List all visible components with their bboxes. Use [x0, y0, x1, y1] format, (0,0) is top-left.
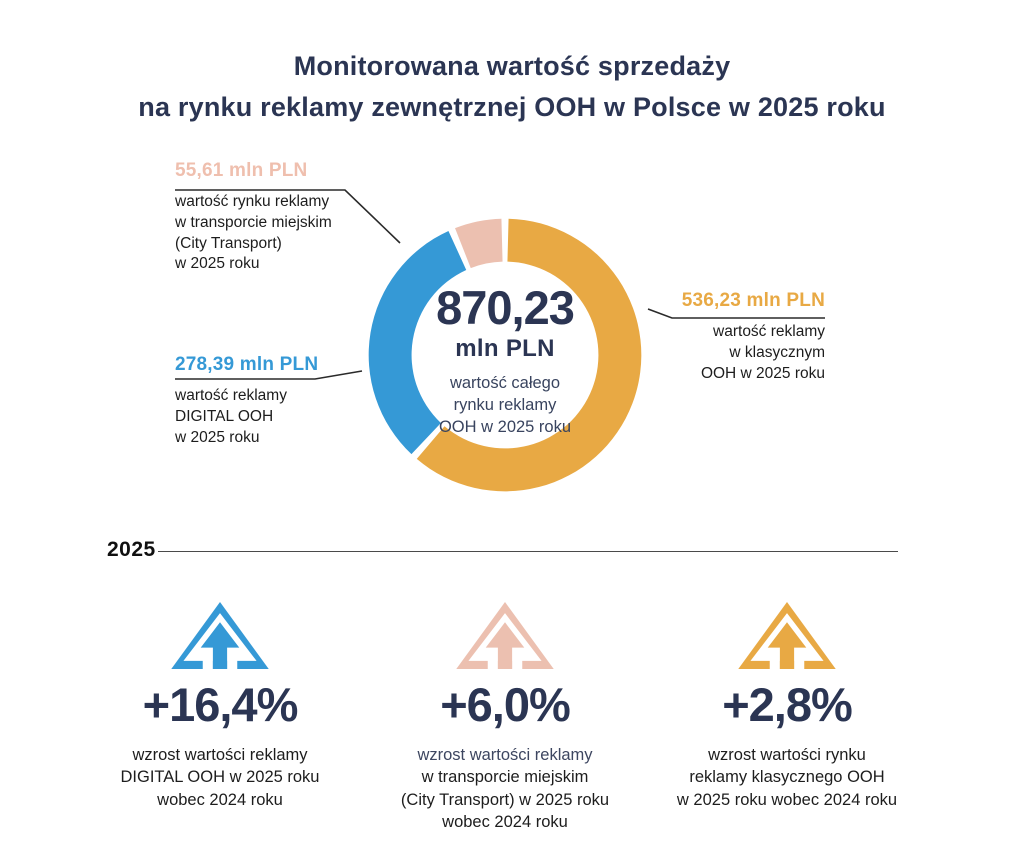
- text-line: wobec 2024 roku: [442, 813, 568, 832]
- text-line: w 2025 roku wobec 2024 roku: [676, 790, 898, 809]
- donut-segment-city-transport: [455, 218, 503, 269]
- classic-ooh-value: 536,23 mln PLN: [681, 290, 825, 311]
- text-line: DIGITAL OOH: [175, 407, 274, 425]
- year-label: 2025: [107, 538, 156, 561]
- growth-up-arrow-icon: [169, 602, 271, 669]
- text-line: rynku reklamy: [453, 395, 557, 414]
- text-line: wartość reklamy: [713, 323, 825, 340]
- total-value: 870,23: [436, 281, 575, 334]
- text-line: wzrost wartości reklamy: [417, 746, 593, 764]
- up-arrow-glyph: [456, 602, 554, 669]
- text-line: wobec 2024 roku: [157, 790, 283, 809]
- growth-value: +2,8%: [722, 678, 853, 731]
- growth-value: +6,0%: [440, 678, 571, 731]
- growth-caption: wzrost wartości reklamy DIGITAL OOH w 202…: [65, 744, 375, 811]
- text-line: (City Transport) w 2025 roku: [400, 790, 610, 809]
- text-line: (City Transport): [175, 234, 282, 252]
- donut-segment-klasyczny-ooh: [416, 218, 642, 492]
- text-line: wartość reklamy: [175, 387, 287, 404]
- page-title-line2: na rynku reklamy zewnętrznej OOH w Polsc…: [138, 91, 886, 122]
- donut-chart: [368, 218, 642, 492]
- classic-ooh-label: wartość reklamy w klasycznym OOH w 2025 ro…: [595, 322, 825, 384]
- digital-ooh-label: wartość reklamy DIGITAL OOH w 2025 roku: [175, 386, 405, 448]
- text-line: wzrost wartości reklamy: [132, 746, 308, 764]
- donut-center-total: 870,23 mln PLN wartość całego rynku rekla…: [393, 284, 617, 439]
- up-arrow-glyph: [738, 602, 836, 669]
- digital-ooh-value: 278,39 mln PLN: [175, 354, 319, 375]
- text-line: wzrost wartości rynku: [708, 746, 866, 764]
- growth-city-transport: +6,0% wzrost wartości reklamy w transporc…: [350, 602, 660, 834]
- callout-classic-ooh: 536,23 mln PLN wartość reklamy w klasyczn…: [595, 290, 825, 384]
- text-line: w 2025 roku: [175, 428, 260, 446]
- text-line: w klasycznym: [729, 343, 825, 361]
- callout-city-transport: 55,61 mln PLN wartość rynku reklamy w tra…: [175, 160, 405, 275]
- growth-up-arrow-icon: [454, 602, 556, 669]
- text-line: wartość rynku reklamy: [175, 193, 330, 210]
- growth-caption: wzrost wartości rynku reklamy klasycznego…: [632, 744, 942, 811]
- city-transport-label: wartość rynku reklamy w transporcie miejs…: [175, 192, 405, 275]
- text-line: w transporcie miejskim: [421, 768, 589, 787]
- total-caption: wartość całego rynku reklamy OOH w 2025 ro…: [393, 373, 617, 439]
- growth-up-arrow-icon: [736, 602, 838, 669]
- total-unit: mln PLN: [455, 335, 555, 362]
- text-line: w 2025 roku: [175, 255, 260, 273]
- growth-digital-ooh: +16,4% wzrost wartości reklamy DIGITAL OO…: [65, 602, 375, 811]
- divider-line: [158, 551, 898, 552]
- text-line: reklamy klasycznego OOH: [689, 768, 885, 787]
- up-arrow-glyph: [171, 602, 269, 669]
- text-line: DIGITAL OOH w 2025 roku: [120, 768, 320, 787]
- page-title-line1: Monitorowana wartość sprzedaży: [293, 51, 731, 81]
- growth-classic-ooh: +2,8% wzrost wartości rynku reklamy klasy…: [632, 602, 942, 811]
- growth-caption: wzrost wartości reklamy w transporcie mie…: [350, 744, 660, 834]
- donut-segment-digital-ooh: [368, 230, 467, 455]
- callout-digital-ooh: 278,39 mln PLN wartość reklamy DIGITAL OO…: [175, 354, 405, 448]
- text-line: OOH w 2025 roku: [700, 364, 825, 382]
- growth-value: +16,4%: [142, 678, 299, 731]
- page-title: Monitorowana wartość sprzedaży na rynku …: [0, 46, 1024, 127]
- text-line: OOH w 2025 roku: [438, 417, 572, 436]
- text-line: wartość całego: [449, 374, 561, 392]
- city-transport-value: 55,61 mln PLN: [175, 160, 308, 181]
- text-line: w transporcie miejskim: [175, 213, 332, 231]
